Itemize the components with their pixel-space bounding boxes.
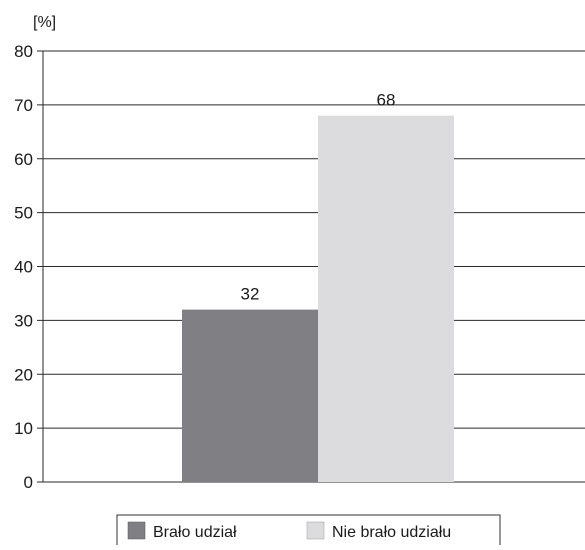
y-tick-label-70: 70 xyxy=(14,96,33,115)
legend-swatch-bralo-udzial xyxy=(127,521,146,540)
y-axis-unit-label: [%] xyxy=(33,14,56,31)
y-tick-label-40: 40 xyxy=(14,258,33,277)
bar-layer: 32 68 xyxy=(182,91,454,483)
legend-swatch-nie-bralo-udzialu xyxy=(306,521,325,540)
data-label-nie-bralo-udzialu: 68 xyxy=(377,91,396,110)
bar-bralo-udzial xyxy=(182,309,318,482)
y-tick-label-30: 30 xyxy=(14,311,33,330)
legend-label-nie-bralo-udzialu: Nie brało udziału xyxy=(332,524,451,541)
data-label-bralo-udzial: 32 xyxy=(241,285,260,304)
bar-nie-bralo-udzialu xyxy=(318,115,454,483)
y-tick-label-60: 60 xyxy=(14,150,33,169)
legend: Brało udział Nie brało udziału xyxy=(116,514,501,548)
y-tick-label-10: 10 xyxy=(14,419,33,438)
y-tick-label-20: 20 xyxy=(14,365,33,384)
grid-layer xyxy=(37,50,585,483)
legend-label-bralo-udzial: Brało udział xyxy=(153,524,237,541)
y-tick-label-80: 80 xyxy=(14,42,33,61)
y-tick-label-50: 50 xyxy=(14,204,33,223)
axis-layer: 0 10 20 30 40 50 60 70 80 xyxy=(14,42,44,492)
y-tick-label-0: 0 xyxy=(24,473,33,492)
